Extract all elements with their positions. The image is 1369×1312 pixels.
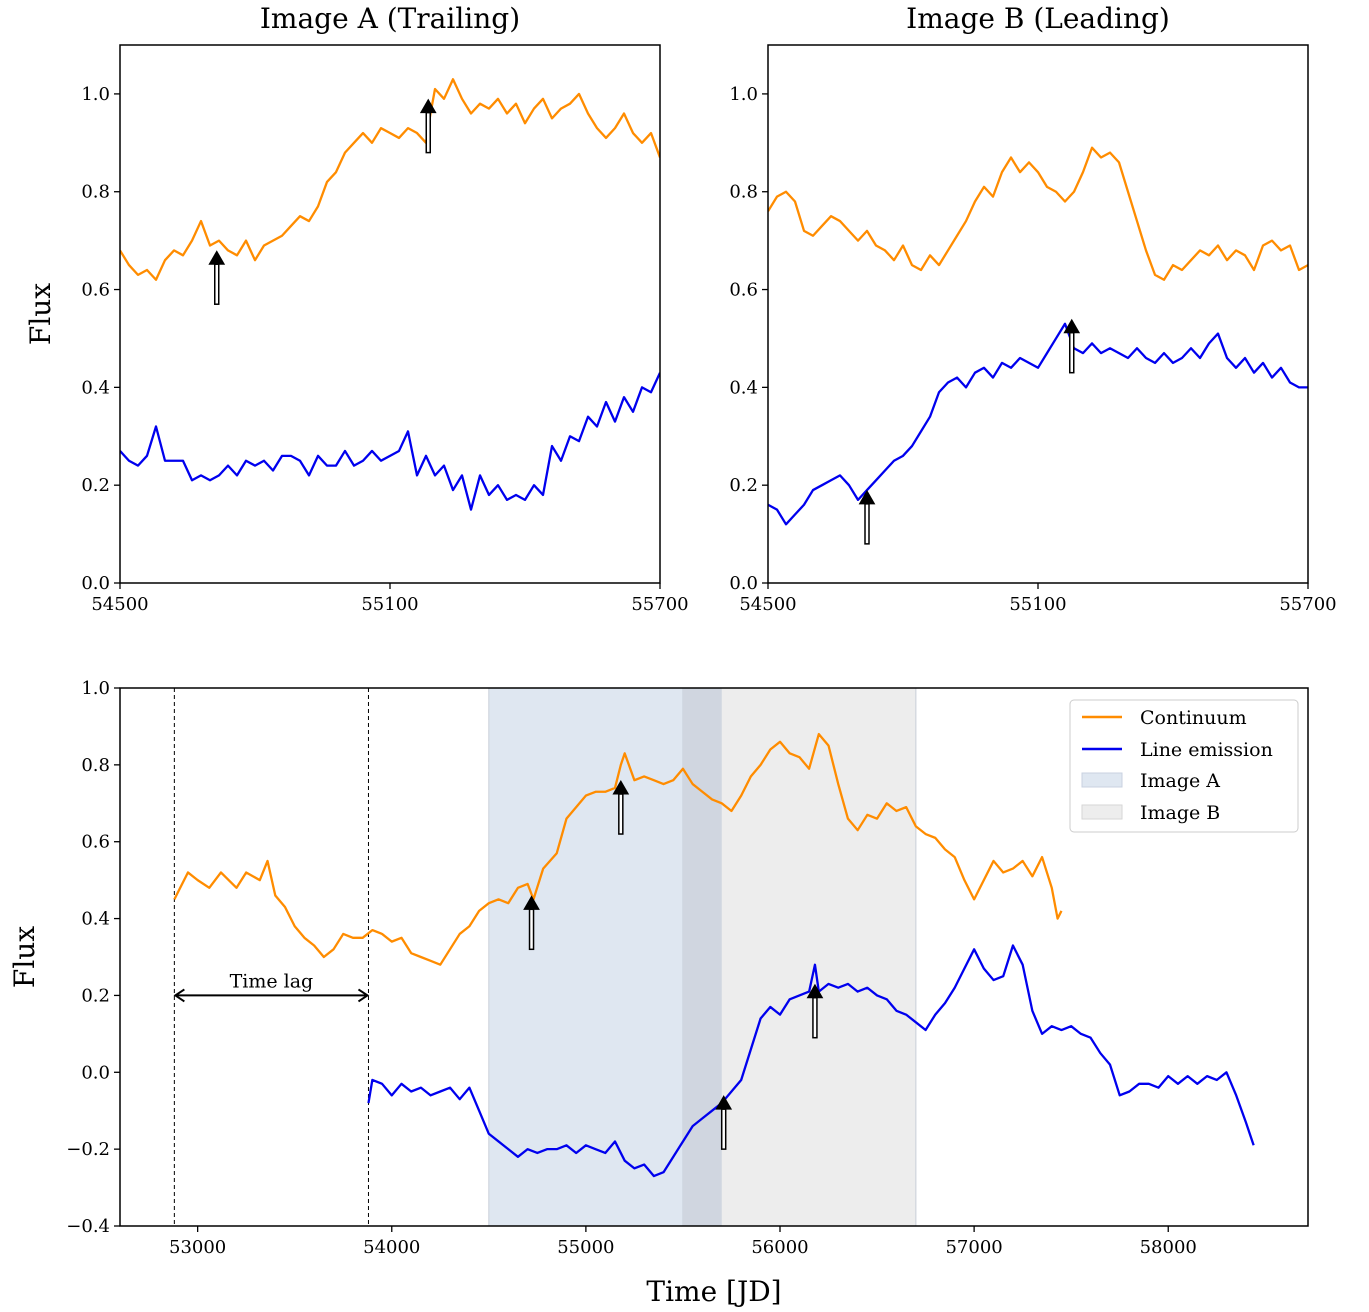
panel-c-series-continuum (173, 732, 1063, 966)
panel-b-frame (767, 44, 1309, 584)
panel-c-y-tick-label: 0.8 (81, 755, 110, 776)
panel-a-y-tick-label: 0.0 (81, 573, 110, 594)
panel-a-series-line-emission (120, 372, 660, 511)
panel-b-y-tick-label: 0.4 (729, 377, 758, 398)
panel-b-plot-area (768, 146, 1308, 526)
panel-a-plot-area (120, 78, 660, 511)
panel-c-y-tick-label: 1.0 (81, 678, 110, 699)
panel-b-series-line-emission (768, 322, 1308, 526)
panel-a-x-tick-label: 54500 (91, 594, 148, 615)
time-lag-label: Time lag (230, 970, 314, 992)
panel-b-title: Image B (Leading) (906, 2, 1170, 35)
panel-image-b: Image B (Leading) 54500 55100 55700 0.0 0.2 0… (729, 2, 1336, 615)
legend-label-image-a: Image A (1140, 770, 1220, 792)
panel-a-ticks: 54500 55100 55700 0.0 0.2 0.4 0.6 0.8 1.0 (81, 84, 688, 615)
legend-swatch-image-a (1081, 772, 1123, 788)
legend-swatch-image-b (1081, 804, 1123, 820)
panel-b-ticks: 54500 55100 55700 0.0 0.2 0.4 0.6 0.8 1.0 (729, 84, 1336, 615)
panel-a-arrow-shaft-1 (214, 263, 220, 305)
panel-a-frame (119, 44, 661, 584)
time-lag-arrow-head-left (173, 988, 185, 1003)
legend-label-image-b: Image B (1140, 802, 1220, 824)
panel-c-plot-area (173, 688, 1255, 1226)
panel-c-y-tick-label: 0.4 (81, 909, 110, 930)
panel-a-title: Image A (Trailing) (260, 2, 520, 35)
panel-a-arrow-head-1 (208, 250, 226, 265)
panel-c-x-tick-label: 56000 (751, 1237, 808, 1258)
panel-c-x-tick-label: 54000 (363, 1237, 420, 1258)
panel-b-arrow-shaft-2 (1069, 331, 1075, 374)
legend-label-line-emission: Line emission (1140, 739, 1273, 761)
panel-c-arrow-head-2 (612, 780, 630, 795)
panel-c-arrow-head-4 (806, 983, 824, 999)
panel-a-y-tick-label: 0.8 (81, 182, 110, 203)
panel-b-arrow-shaft-1 (864, 503, 870, 545)
panel-b-series-continuum (768, 146, 1308, 281)
span-overlap (682, 688, 722, 1226)
panel-a-y-tick-label: 0.4 (81, 377, 110, 398)
panel-a-annotations (208, 98, 437, 305)
time-lag-arrow-head-right (357, 988, 370, 1003)
panel-c-y-tick-label: 0.0 (81, 1062, 110, 1083)
panel-c-series-line-emission (367, 944, 1255, 1178)
panel-combined: Flux Time [JD] Time lag 53000 54000 55000 5… (8, 678, 1309, 1308)
legend-box (1069, 699, 1299, 833)
legend-label-continuum: Continuum (1140, 707, 1247, 729)
panel-c-arrow-shaft-3 (720, 1108, 727, 1150)
panel-c-x-tick-label: 58000 (1140, 1237, 1197, 1258)
panel-c-x-tick-label: 53000 (169, 1237, 226, 1258)
panel-b-x-tick-label: 54500 (739, 594, 796, 615)
panel-b-y-tick-label: 0.0 (729, 573, 758, 594)
panel-a-y-axis-title: Flux (24, 283, 57, 345)
panel-a-y-tick-label: 1.0 (81, 84, 110, 105)
panel-c-y-tick-label: −0.4 (66, 1216, 110, 1237)
panel-c-y-tick-label: −0.2 (66, 1139, 110, 1160)
panel-b-annotations (858, 318, 1081, 545)
panel-b-x-tick-label: 55700 (1279, 594, 1336, 615)
panel-c-annotations: Time lag (173, 780, 824, 1150)
panel-b-y-tick-label: 0.6 (729, 280, 758, 301)
panel-a-y-tick-label: 0.2 (81, 475, 110, 496)
panel-c-x-axis-title: Time [JD] (646, 1275, 781, 1308)
panel-a-arrow-shaft-2 (425, 111, 431, 154)
panel-c-arrow-head-1 (523, 895, 540, 910)
panel-c-arrow-shaft-4 (812, 996, 818, 1039)
panel-a-series-continuum (120, 78, 660, 281)
panel-c-y-tick-label: 0.6 (81, 832, 110, 853)
panel-c-frame (119, 687, 1309, 1227)
panel-c-x-tick-label: 57000 (945, 1237, 1002, 1258)
panel-b-arrow-head-2 (1063, 318, 1081, 334)
legend: Continuum Line emission Image A Image B (1069, 699, 1299, 833)
panel-b-y-tick-label: 0.8 (729, 182, 758, 203)
panel-b-y-tick-label: 0.2 (729, 475, 758, 496)
panel-a-arrow-head-2 (419, 98, 437, 114)
panel-b-x-tick-label: 55100 (1009, 594, 1066, 615)
panel-c-arrow-shaft-2 (618, 793, 624, 835)
panel-c-arrow-shaft-1 (528, 908, 535, 951)
panel-a-y-tick-label: 0.6 (81, 280, 110, 301)
panel-c-arrow-head-3 (715, 1095, 733, 1110)
panel-b-arrow-head-1 (858, 489, 876, 505)
panel-image-a: Image A (Trailing) Flux 54500 55100 55700 0… (24, 2, 689, 615)
panel-c-y-tick-label: 0.2 (81, 985, 110, 1006)
panel-b-y-tick-label: 1.0 (729, 84, 758, 105)
panel-c-y-axis-title: Flux (8, 926, 41, 988)
panel-a-x-tick-label: 55100 (361, 594, 418, 615)
panel-c-x-tick-label: 55000 (557, 1237, 614, 1258)
panel-a-x-tick-label: 55700 (631, 594, 688, 615)
panel-c-ticks: 53000 54000 55000 56000 57000 58000 −0.4 −0.2 0.… (66, 678, 1197, 1258)
